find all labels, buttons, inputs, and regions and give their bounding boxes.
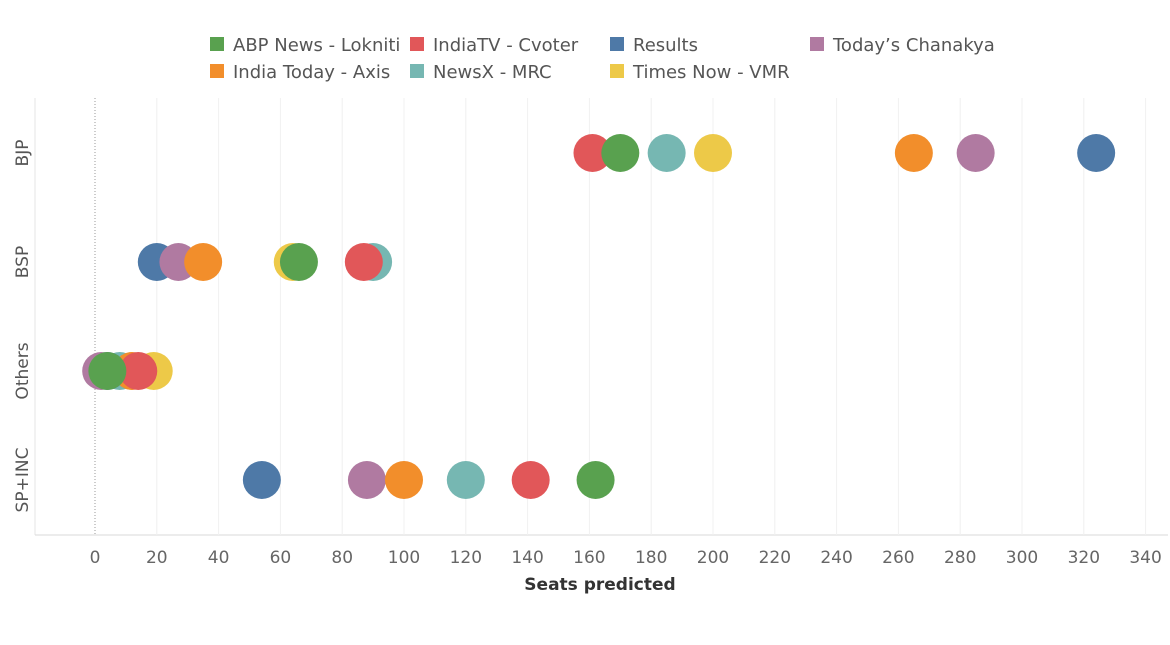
legend-item-india-today-axis[interactable]: India Today - Axis <box>210 62 390 83</box>
legend-swatch <box>410 64 424 78</box>
point-indiatv-cvoter-sp-inc <box>511 461 550 499</box>
point-india-today-axis-bjp <box>894 134 933 172</box>
point-indiatv-cvoter-others <box>119 352 158 390</box>
legend-label: NewsX - MRC <box>433 62 552 83</box>
x-tick-label: 280 <box>944 548 976 568</box>
x-tick-label: 20 <box>146 548 168 568</box>
legend-label: ABP News - Lokniti <box>233 35 400 56</box>
point-abp-news-lokniti-others <box>88 352 127 390</box>
x-tick-label: 180 <box>635 548 667 568</box>
data-points <box>82 134 1116 499</box>
legend-swatch <box>210 37 224 51</box>
legend-item-times-now-vmr[interactable]: Times Now - VMR <box>610 62 790 83</box>
x-tick-label: 100 <box>388 548 420 568</box>
x-tick-label: 120 <box>450 548 482 568</box>
legend-swatch <box>610 37 624 51</box>
x-tick-label: 160 <box>573 548 605 568</box>
category-label-sp-inc: SP+INC <box>13 448 33 513</box>
x-tick-label: 0 <box>90 548 101 568</box>
point-abp-news-lokniti-bsp <box>279 243 318 281</box>
x-tick-label: 240 <box>820 548 852 568</box>
legend-item-newsx-mrc[interactable]: NewsX - MRC <box>410 62 552 83</box>
legend: ABP News - Lokniti IndiaTV - Cvoter Result… <box>210 35 995 83</box>
point-newsx-mrc-sp-inc <box>446 461 485 499</box>
x-tick-label: 200 <box>697 548 729 568</box>
legend-item-today-s-chanakya[interactable]: Today’s Chanakya <box>810 35 995 56</box>
x-tick-label: 260 <box>882 548 914 568</box>
point-newsx-mrc-bjp <box>647 134 686 172</box>
x-tick-label: 80 <box>331 548 353 568</box>
legend-swatch <box>810 37 824 51</box>
point-times-now-vmr-bjp <box>694 134 732 172</box>
legend-item-abp-news-lokniti[interactable]: ABP News - Lokniti <box>210 35 400 56</box>
point-indiatv-cvoter-bjp <box>573 134 612 172</box>
legend-swatch <box>610 64 624 78</box>
x-tick-label: 340 <box>1129 548 1161 568</box>
category-label-others: Others <box>13 342 33 399</box>
legend-swatch <box>410 37 424 51</box>
point-abp-news-lokniti-sp-inc <box>576 461 615 499</box>
point-abp-news-lokniti-bjp <box>601 134 640 172</box>
category-label-bjp: BJP <box>13 140 33 167</box>
point-results-bjp <box>1077 134 1116 172</box>
point-today-s-chanakya-sp-inc <box>347 461 386 499</box>
legend-item-results[interactable]: Results <box>610 35 698 56</box>
legend-label: Results <box>633 35 698 56</box>
x-tick-label: 220 <box>759 548 791 568</box>
x-tick-label: 300 <box>1006 548 1038 568</box>
legend-label: Today’s Chanakya <box>832 35 995 56</box>
x-tick-label: 320 <box>1068 548 1100 568</box>
x-tick-label: 60 <box>270 548 292 568</box>
point-india-today-axis-sp-inc <box>385 461 423 499</box>
legend-label: IndiaTV - Cvoter <box>433 35 579 56</box>
point-indiatv-cvoter-bsp <box>344 243 383 281</box>
x-tick-label: 140 <box>511 548 543 568</box>
x-axis-ticks: 0 20 40 60 80 100 120 140 160 180 200 220 240 260 280 3… <box>90 548 1162 568</box>
category-label-bsp: BSP <box>13 246 33 278</box>
x-tick-label: 40 <box>208 548 230 568</box>
category-labels: BJP BSP Others SP+INC <box>13 140 33 513</box>
legend-swatch <box>210 64 224 78</box>
x-axis-title: Seats predicted <box>524 575 675 595</box>
point-india-today-axis-bsp <box>184 243 223 281</box>
point-results-sp-inc <box>242 461 281 499</box>
point-today-s-chanakya-bjp <box>956 134 995 172</box>
legend-item-indiatv-cvoter[interactable]: IndiaTV - Cvoter <box>410 35 579 56</box>
legend-label: Times Now - VMR <box>632 62 790 83</box>
legend-label: India Today - Axis <box>233 62 390 83</box>
